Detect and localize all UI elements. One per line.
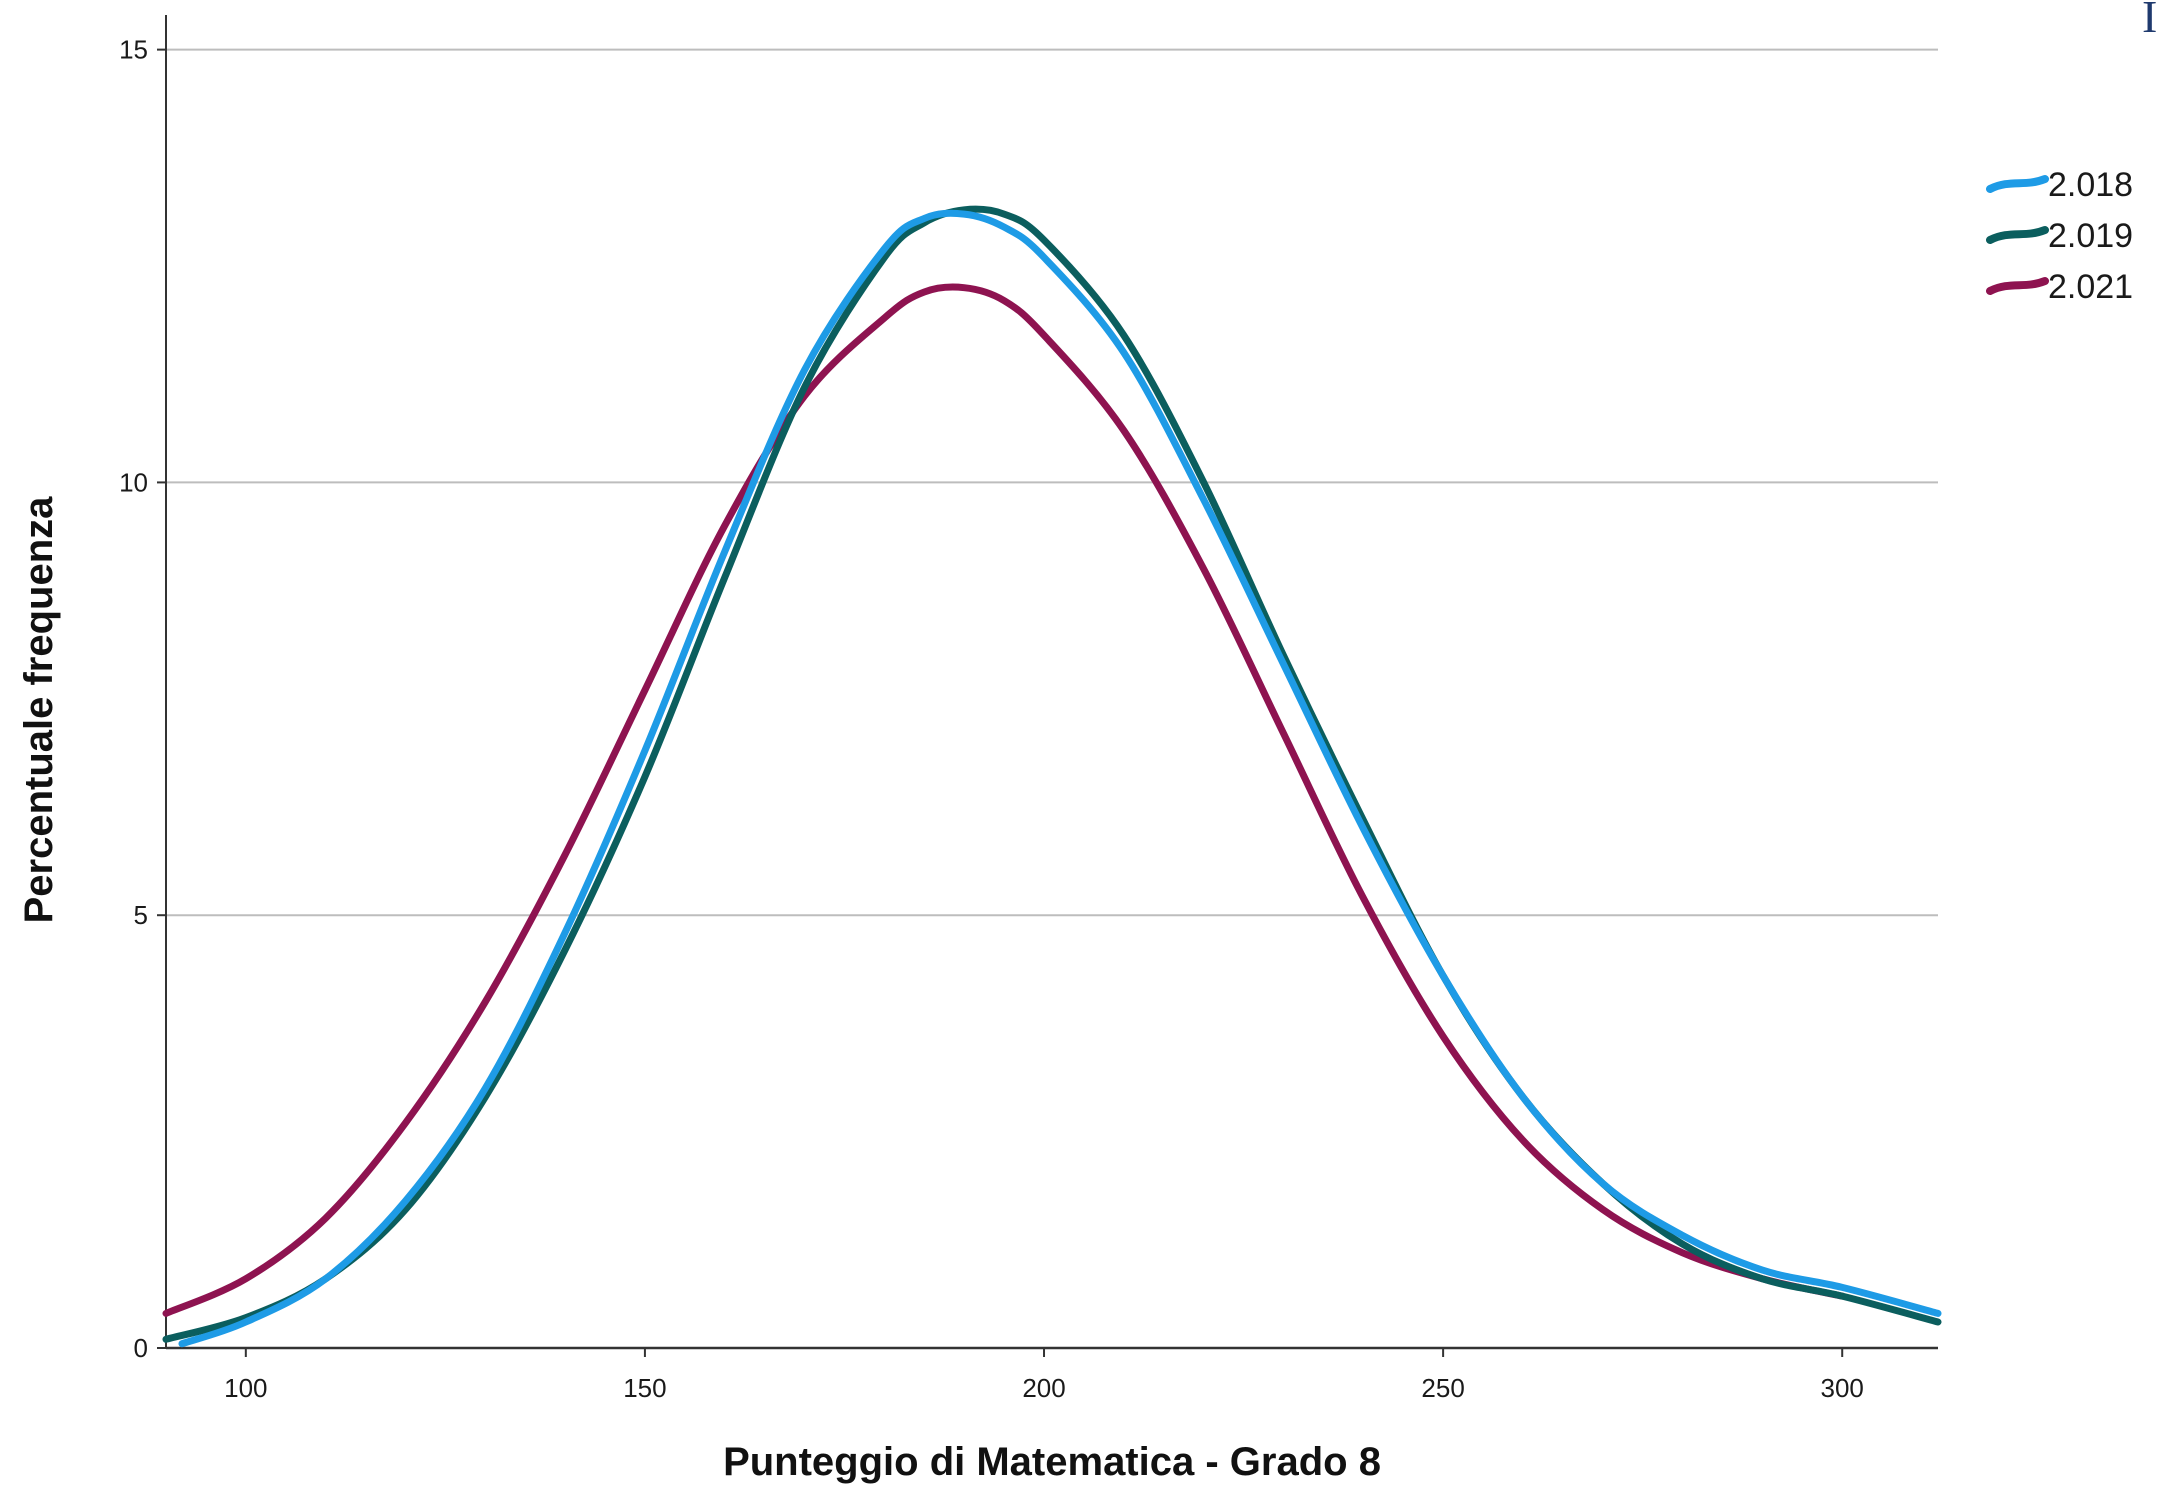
y-tick-label-2: 10 [119,467,148,497]
legend-swatch [1986,226,2049,244]
series-line-2-018 [178,209,1942,1348]
series-lines [162,205,1942,1348]
legend-label: 2.019 [2048,217,2133,255]
legend-item-2-021: 2.021 [1986,268,2133,306]
legend-swatch [1986,277,2049,295]
y-tick-label-0: 0 [134,1333,148,1363]
y-tick-label-3: 15 [119,35,148,65]
legend-swatch [1986,175,2049,193]
gridlines [166,48,1938,917]
x-tick-label-3: 250 [1421,1373,1464,1403]
x-tick-label-2: 200 [1022,1373,1065,1403]
y-tick-label-1: 5 [134,900,148,930]
series-line-2-021 [162,283,1846,1317]
legend-item-2-018: 2.018 [1986,166,2133,204]
x-ticks: 100 150 200 250 300 [224,1348,1864,1403]
legend-label: 2.018 [2048,166,2133,204]
x-axis-title: Punteggio di Matematica - Grado 8 [723,1440,1381,1484]
corner-mark: I [2142,0,2157,42]
x-tick-label-4: 300 [1821,1373,1864,1403]
x-tick-label-1: 150 [623,1373,666,1403]
legend: 2.018 2.019 2.021 [1986,166,2133,306]
y-ticks: 0 5 10 15 [119,35,166,1363]
axes [165,15,1938,1350]
y-axis-title: Percentuale frequenza [17,496,61,924]
legend-label: 2.021 [2048,268,2133,306]
legend-item-2-019: 2.019 [1986,217,2133,255]
x-tick-label-0: 100 [224,1373,267,1403]
